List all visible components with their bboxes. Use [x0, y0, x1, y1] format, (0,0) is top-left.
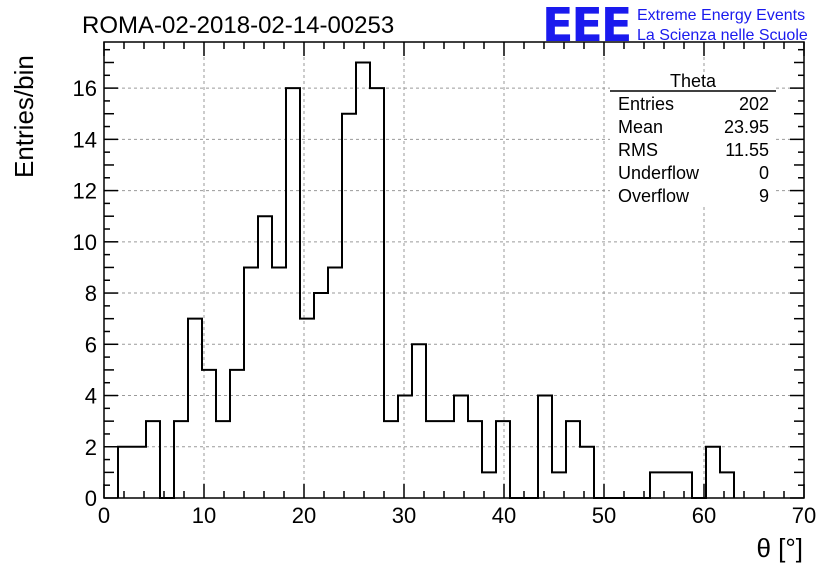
y-tick-label: 4 — [85, 384, 97, 409]
stats-title: Theta — [670, 71, 717, 91]
x-tick-label: 50 — [592, 503, 616, 528]
brand-line-2: La Scienza nelle Scuole — [637, 27, 808, 44]
stats-row-value: 202 — [739, 94, 769, 114]
x-tick-label: 40 — [492, 503, 516, 528]
stats-box: Theta Entries 202 Mean 23.95 RMS 11.55 Underfl… — [610, 71, 776, 206]
x-tick-label: 30 — [392, 503, 416, 528]
stats-row-label: Entries — [618, 94, 674, 114]
y-tick-label: 10 — [73, 230, 97, 255]
stats-row-label: Overflow — [618, 186, 690, 206]
y-tick-label: 14 — [73, 127, 97, 152]
run-title: ROMA-02-2018-02-14-00253 — [82, 12, 394, 39]
x-tick-label: 0 — [98, 503, 110, 528]
stats-box-background — [610, 74, 776, 204]
x-axis-label: θ [°] — [756, 533, 803, 563]
x-tick-label: 70 — [792, 503, 816, 528]
x-tick-label: 20 — [292, 503, 316, 528]
stats-rows: Entries 202 Mean 23.95 RMS 11.55 Underflow 0 Ove… — [618, 94, 769, 206]
brand-line-1: Extreme Energy Events — [637, 7, 805, 24]
y-tick-label: 16 — [73, 76, 97, 101]
stats-row-value: 0 — [759, 163, 769, 183]
y-tick-label: 8 — [85, 281, 97, 306]
y-tick-label: 2 — [85, 435, 97, 460]
stats-row-value: 23.95 — [724, 117, 769, 137]
eee-logo: EEE Extreme Energy Events La Scienza nel… — [542, 0, 808, 52]
y-axis-label: Entries/bin — [9, 55, 39, 178]
stats-row-value: 11.55 — [725, 140, 769, 160]
x-tick-label: 60 — [692, 503, 716, 528]
plot-frame — [103, 41, 805, 499]
stats-row-value: 9 — [759, 186, 769, 206]
x-tick-label: 10 — [192, 503, 216, 528]
y-tick-label: 0 — [85, 486, 97, 511]
axis-ticks — [103, 42, 805, 499]
tick-labels: 0 10 20 30 40 50 60 70 0 2 4 6 8 10 12 14 16 — [73, 76, 817, 528]
y-tick-label: 6 — [85, 332, 97, 357]
stats-row-label: RMS — [618, 140, 658, 160]
stats-row-label: Mean — [618, 117, 663, 137]
y-tick-label: 12 — [73, 179, 97, 204]
eee-logo-text: EEE — [542, 0, 630, 52]
stats-row-label: Underflow — [618, 163, 700, 183]
